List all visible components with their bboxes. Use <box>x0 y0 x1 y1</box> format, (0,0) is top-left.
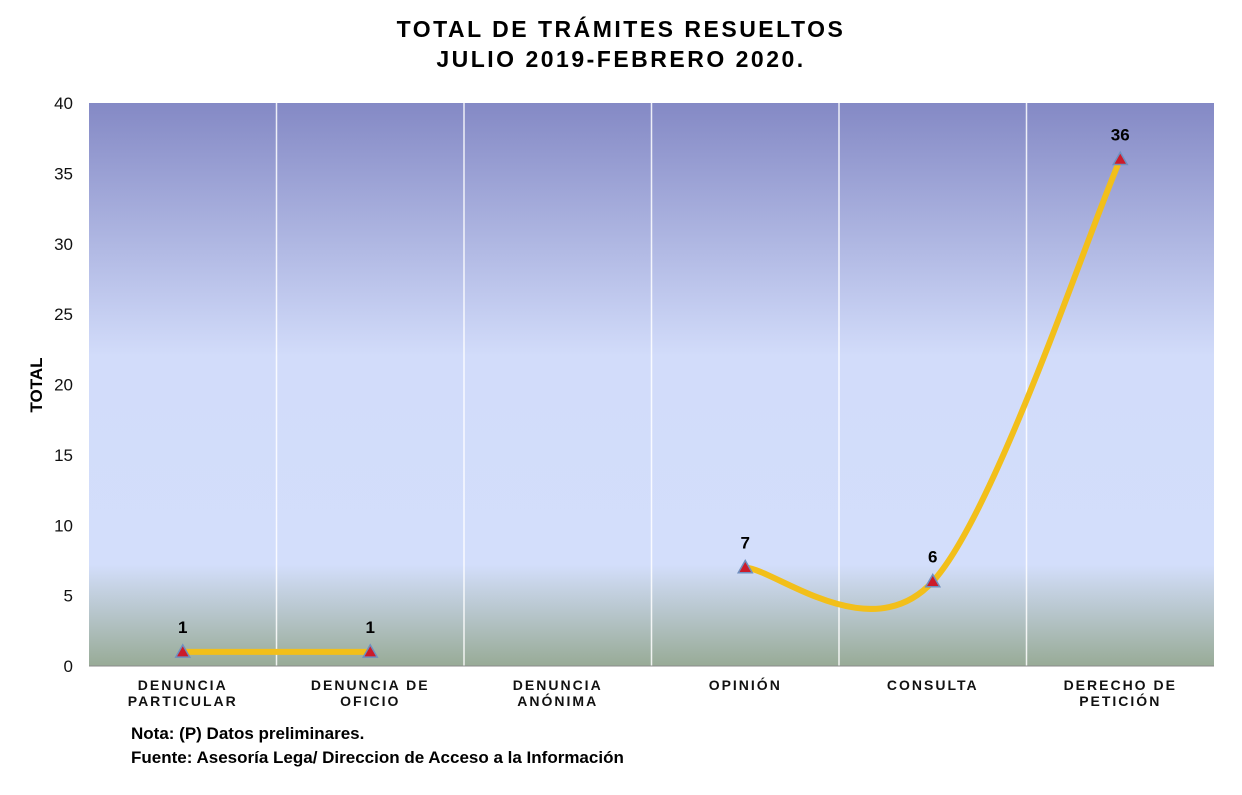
series-line <box>179 156 1124 655</box>
y-axis-ticks: 0 5 10 15 20 25 30 35 40 <box>54 94 73 676</box>
note-text: Nota: (P) Datos preliminares. <box>131 724 365 743</box>
x-category-label: DENUNCIA <box>513 677 603 693</box>
chart-subtitle: JULIO 2019-FEBRERO 2020. <box>436 46 806 72</box>
data-label: 1 <box>366 618 375 637</box>
data-labels: 1 1 7 6 36 <box>178 125 1130 637</box>
y-tick-label: 35 <box>54 164 73 183</box>
x-category-label: PARTICULAR <box>128 693 238 709</box>
x-category-label: OPINIÓN <box>709 676 782 693</box>
y-tick-label: 15 <box>54 446 73 465</box>
chart-title: TOTAL DE TRÁMITES RESUELTOS <box>396 16 846 42</box>
data-point-marker <box>361 643 379 658</box>
y-tick-label: 25 <box>54 305 73 324</box>
x-category-label: OFICIO <box>340 693 400 709</box>
y-tick-label: 5 <box>64 587 73 606</box>
data-point-marker <box>924 573 942 588</box>
x-category-label: CONSULTA <box>887 677 979 693</box>
y-tick-label: 20 <box>54 376 73 395</box>
data-label: 7 <box>741 533 750 552</box>
x-category-label: DERECHO DE <box>1064 677 1177 693</box>
source-text: Fuente: Asesoría Lega/ Direccion de Acce… <box>131 748 624 767</box>
y-axis-label: TOTAL <box>27 357 46 412</box>
y-tick-label: 0 <box>64 657 73 676</box>
data-point-marker <box>1111 150 1129 166</box>
series-markers <box>174 150 1129 658</box>
data-label: 6 <box>928 548 937 567</box>
data-label: 1 <box>178 618 187 637</box>
x-category-label: DENUNCIA <box>138 677 228 693</box>
y-tick-label: 10 <box>54 516 73 535</box>
data-point-marker <box>736 558 754 574</box>
y-tick-label: 40 <box>54 94 73 113</box>
gridlines <box>275 103 1028 666</box>
x-category-label: ANÓNIMA <box>517 692 598 709</box>
x-category-label: DENUNCIA DE <box>311 677 430 693</box>
data-point-marker <box>174 643 192 658</box>
data-label: 36 <box>1111 125 1130 144</box>
y-tick-label: 30 <box>54 235 73 254</box>
x-category-label: PETICIÓN <box>1079 692 1161 709</box>
